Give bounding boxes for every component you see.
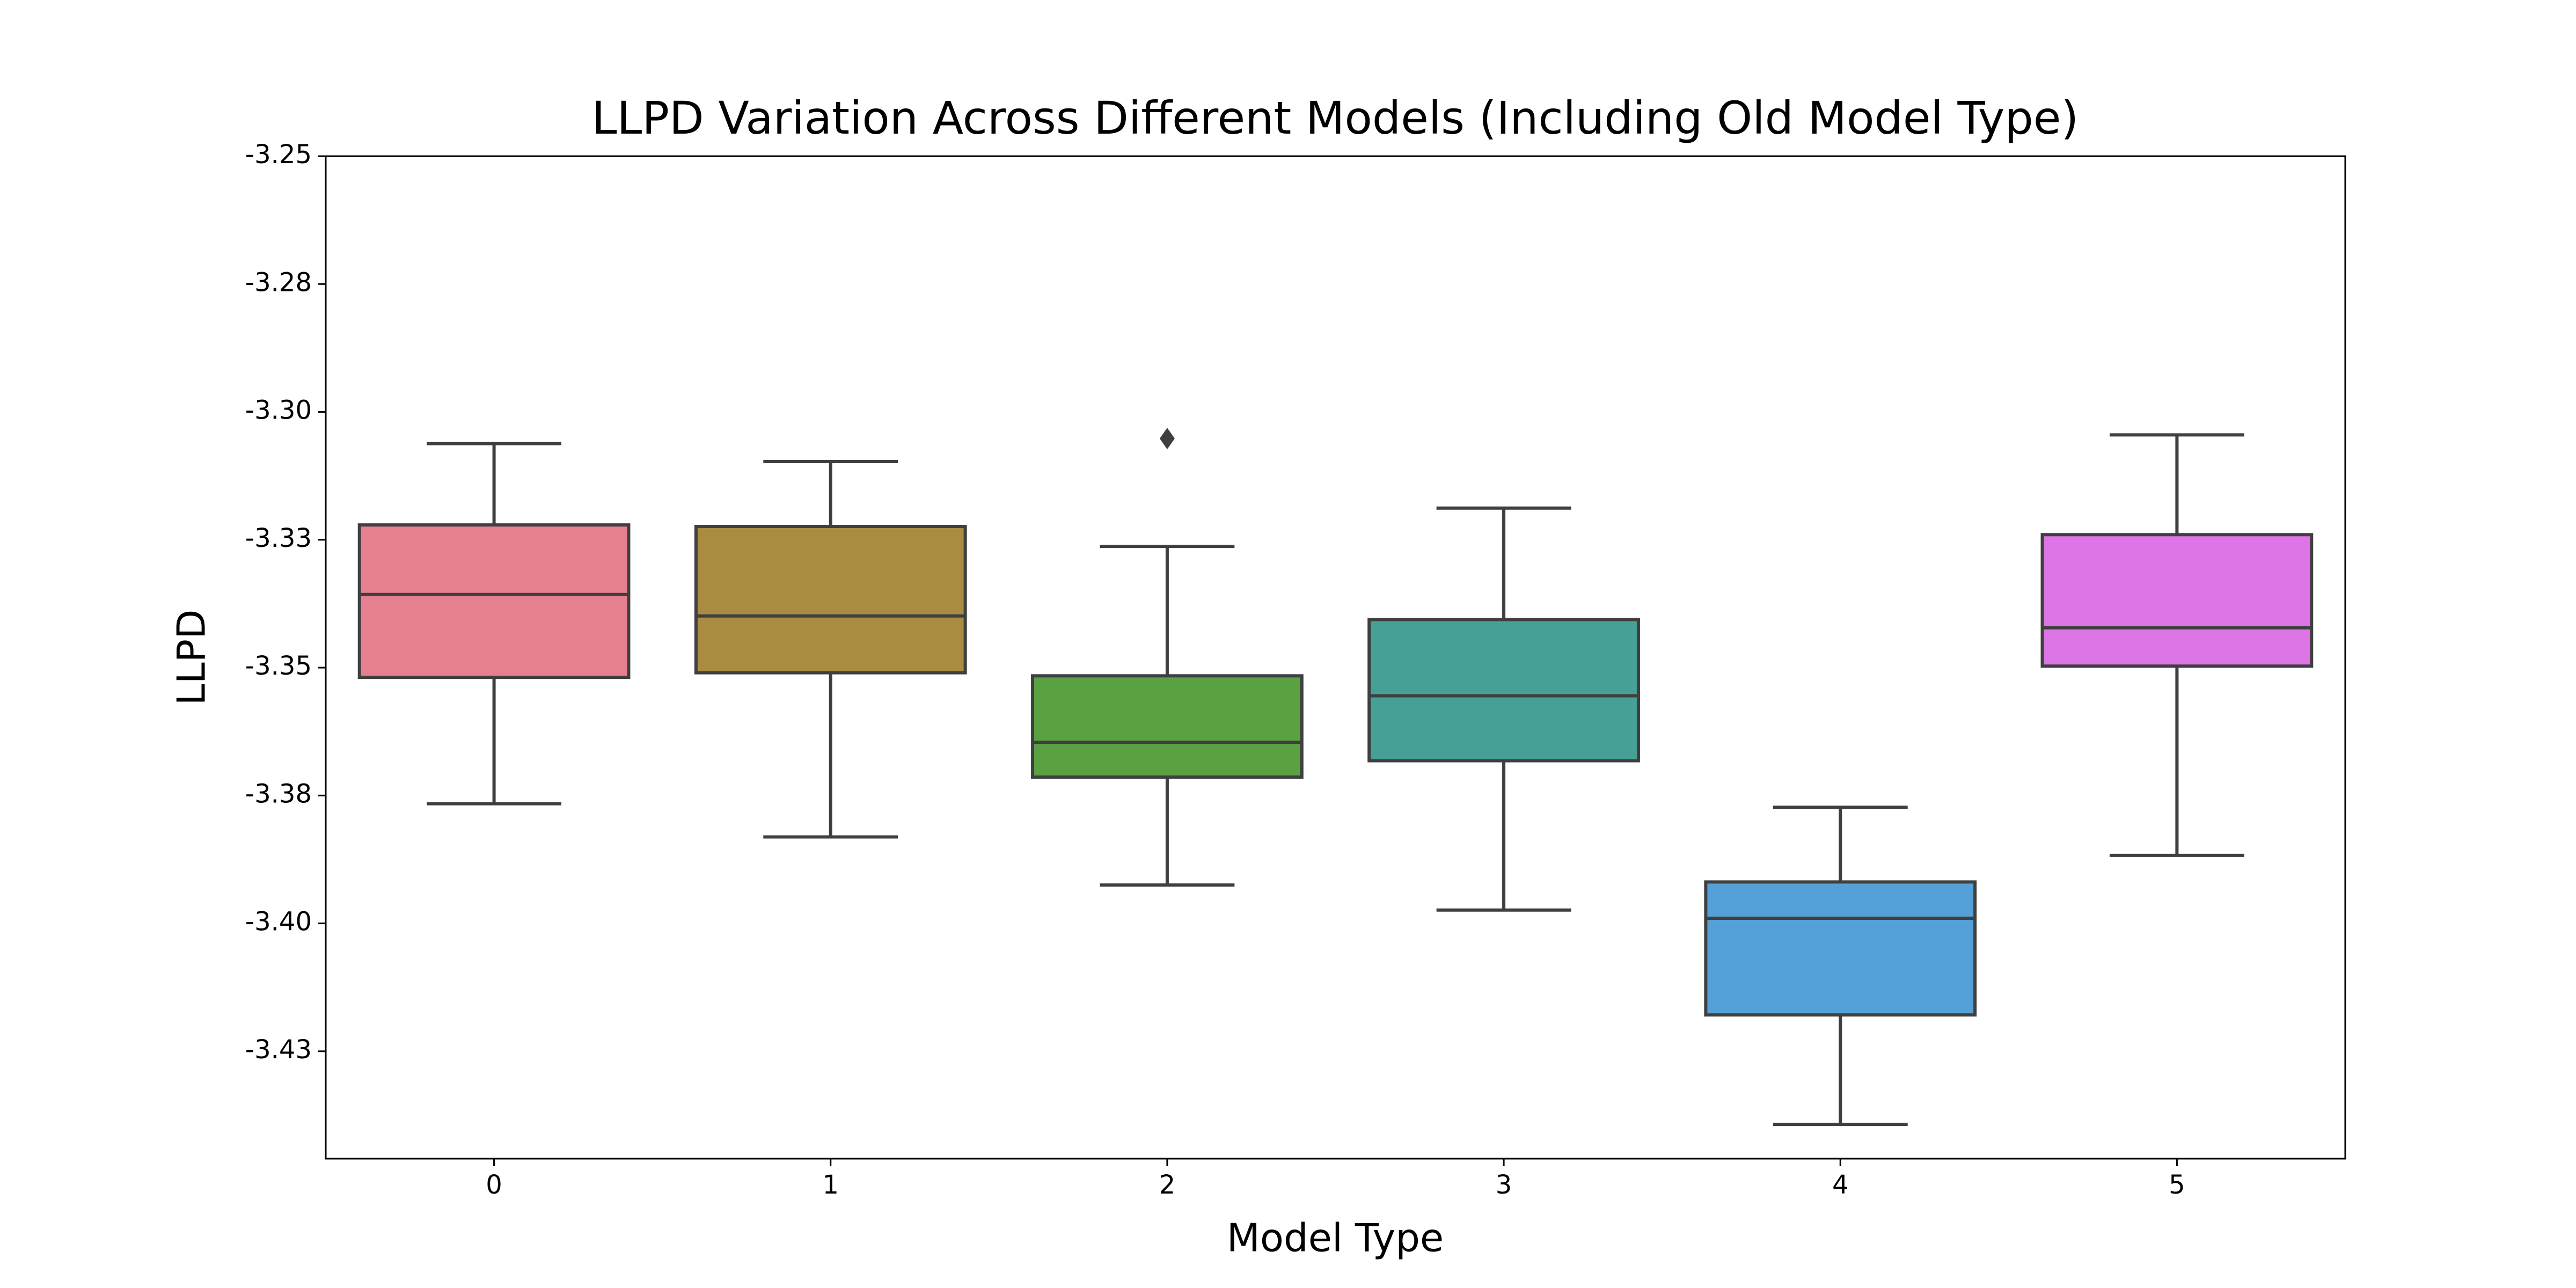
y-tick-label: -3.38 xyxy=(245,779,312,809)
outlier xyxy=(1159,428,1175,450)
x-tick-label: 0 xyxy=(486,1170,502,1200)
y-tick-label: -3.43 xyxy=(245,1035,312,1065)
x-axis-label: Model Type xyxy=(1227,1216,1444,1261)
chart-title: LLPD Variation Across Different Models (… xyxy=(592,92,2079,144)
box xyxy=(1704,880,1977,1017)
x-tick-label: 2 xyxy=(1159,1170,1176,1200)
x-tick-label: 3 xyxy=(1496,1170,1512,1200)
box xyxy=(1367,618,1640,763)
box xyxy=(694,525,967,675)
x-tick-label: 5 xyxy=(2169,1170,2185,1200)
box xyxy=(1031,674,1304,779)
y-axis-label: LLPD xyxy=(169,609,214,705)
y-tick-label: -3.33 xyxy=(245,523,312,553)
box xyxy=(357,523,631,679)
plot-frame xyxy=(325,155,2346,1160)
x-tick-label: 4 xyxy=(1832,1170,1849,1200)
x-tick-label: 1 xyxy=(822,1170,839,1200)
y-tick-label: -3.28 xyxy=(245,267,312,297)
y-tick-label: -3.40 xyxy=(245,907,312,937)
y-tick-label: -3.30 xyxy=(245,396,312,426)
y-tick-label: -3.35 xyxy=(245,651,312,681)
box xyxy=(2040,533,2314,668)
y-tick-label: -3.25 xyxy=(245,140,312,170)
